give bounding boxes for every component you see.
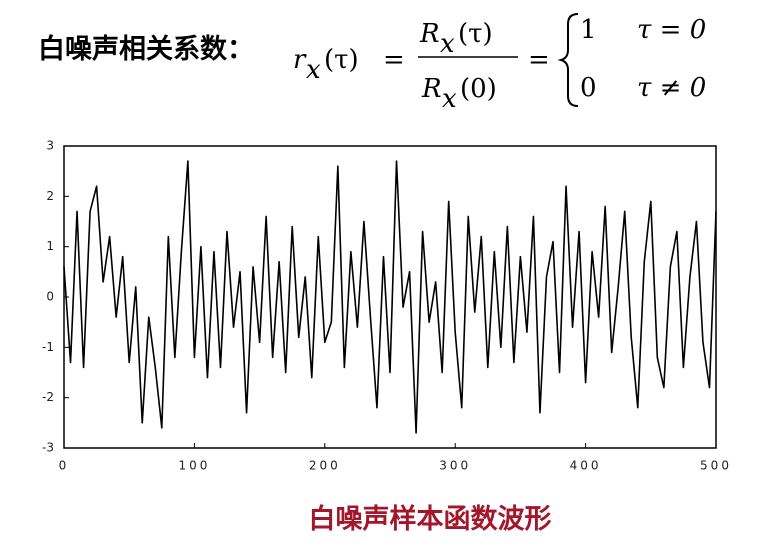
math-sub: x bbox=[440, 29, 455, 59]
noise-line bbox=[63, 160, 717, 434]
plot-frame bbox=[63, 145, 717, 449]
x-tick-label: 100 bbox=[178, 459, 210, 473]
y-tick-label: -3 bbox=[42, 441, 54, 455]
math-sub: x bbox=[442, 84, 457, 114]
y-tick-label: 0 bbox=[46, 290, 54, 304]
case-condition: τ ≠ 0 bbox=[637, 73, 706, 103]
math-arg: (0) bbox=[460, 74, 497, 104]
math-base: R bbox=[419, 19, 440, 49]
math-base: R bbox=[421, 74, 442, 104]
math-arg: (τ) bbox=[458, 19, 493, 49]
math-arg: (τ) bbox=[324, 45, 359, 75]
x-tick-label: 400 bbox=[570, 459, 602, 473]
math-sub: x bbox=[306, 55, 321, 85]
case-condition: τ = 0 bbox=[637, 15, 706, 45]
math-base: r bbox=[293, 45, 307, 75]
y-tick-label: -1 bbox=[42, 340, 54, 354]
brace bbox=[557, 13, 579, 107]
x-tick-label: 300 bbox=[439, 459, 471, 473]
math-equals: = bbox=[383, 45, 405, 75]
caption: 白噪声样本函数波形 bbox=[309, 503, 552, 535]
y-tick-label: 3 bbox=[46, 139, 54, 153]
case-value: 0 bbox=[580, 73, 597, 103]
x-tick-label: 500 bbox=[700, 459, 732, 473]
y-tick-label: 2 bbox=[46, 189, 54, 203]
title: 白噪声相关系数： bbox=[38, 33, 254, 65]
case-value: 1 bbox=[580, 15, 597, 45]
y-tick-label: 1 bbox=[46, 239, 54, 253]
x-tick-label: 200 bbox=[309, 459, 341, 473]
y-tick-label: -2 bbox=[42, 390, 54, 404]
math-equals: = bbox=[528, 45, 550, 75]
x-tick-label: 0 bbox=[59, 459, 70, 473]
